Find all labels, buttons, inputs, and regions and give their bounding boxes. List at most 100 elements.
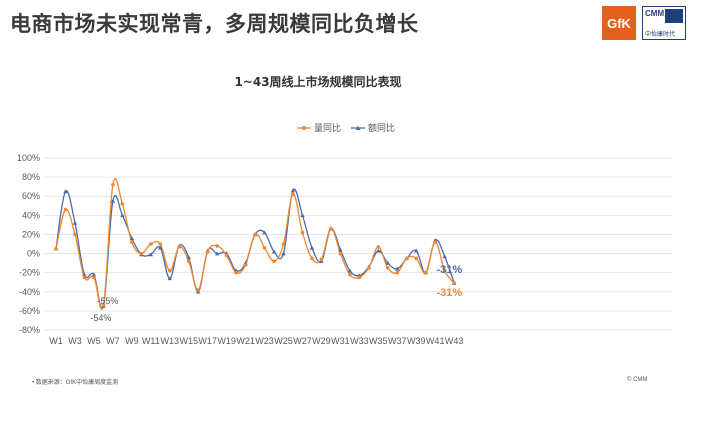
chart-title: 1~43周线上市场规模同比表现 (234, 74, 401, 89)
data-point-series-1 (243, 263, 248, 267)
data-point-series-1 (205, 249, 210, 254)
x-tick-label: W3 (68, 336, 82, 346)
y-tick-label: -60% (19, 306, 40, 316)
x-tick-label: W17 (198, 336, 217, 346)
data-point-series-1 (215, 244, 219, 248)
data-point-series-2 (129, 236, 135, 241)
data-point-series-1 (224, 253, 229, 258)
data-point-series-1 (54, 246, 58, 251)
data-point-series-2 (186, 255, 191, 260)
data-point-series-1 (329, 226, 333, 231)
data-point-series-2 (63, 189, 68, 194)
cmm-logo: CMM 中怡康时代 (642, 6, 686, 40)
data-point-series-2 (120, 213, 125, 218)
cmm-logo-cn: 中怡康时代 (645, 32, 676, 38)
chart-annotations: -55% -54% -31% -31% (90, 264, 462, 323)
legend-label: 量同比 (314, 122, 341, 133)
y-tick-label: 100% (17, 153, 40, 163)
data-point-series-1 (73, 232, 77, 237)
data-point-series-1 (281, 242, 286, 246)
x-tick-label: W25 (274, 336, 293, 346)
cmm-logo-mark (665, 9, 683, 23)
data-point-series-1 (92, 275, 96, 280)
data-point-series-1 (196, 288, 200, 292)
data-point-series-1 (120, 202, 125, 206)
x-tick-label: W31 (331, 336, 350, 346)
x-tick-label: W37 (388, 336, 407, 346)
data-point-series-2 (290, 188, 296, 193)
y-tick-label: -80% (19, 325, 40, 335)
data-point-series-2 (414, 248, 419, 253)
data-point-series-1 (348, 272, 352, 277)
data-point-series-1 (158, 242, 163, 246)
data-point-series-1 (404, 256, 409, 261)
x-tick-label: W21 (236, 336, 255, 346)
legend-marker (355, 125, 361, 130)
x-tick-label: W39 (407, 336, 426, 346)
data-point-series-2 (271, 249, 277, 254)
data-point-series-1 (167, 268, 172, 273)
data-point-series-2 (385, 260, 390, 265)
x-axis-tick-labels: W1 W3 W5 W7 W9 W11 W13 W15 W17 W19 W21 W23 W25 W27 W29… (49, 336, 463, 346)
data-point-series-1 (367, 266, 371, 270)
legend-marker (302, 126, 306, 130)
data-point-series-1 (452, 281, 456, 285)
data-point-series-2 (110, 198, 116, 203)
x-tick-label: W9 (125, 336, 139, 346)
data-point-series-2 (395, 266, 400, 271)
series-line-2 (55, 188, 455, 310)
chart-series-lines (55, 177, 455, 310)
data-point-series-1 (101, 303, 106, 307)
data-point-series-2 (347, 268, 353, 273)
data-label: -54% (90, 313, 111, 323)
x-tick-label: W11 (142, 336, 160, 346)
data-point-series-1 (386, 266, 390, 270)
data-label: -31% (436, 287, 462, 299)
y-tick-label: -40% (19, 287, 40, 297)
x-tick-label: W15 (179, 336, 198, 346)
data-point-series-2 (376, 248, 381, 253)
y-tick-label: 80% (22, 172, 40, 182)
data-point-series-2 (442, 254, 447, 259)
data-point-series-2 (300, 213, 305, 218)
data-point-series-2 (338, 247, 343, 252)
data-point-series-1 (139, 251, 144, 256)
data-point-series-1 (186, 259, 191, 264)
data-point-series-2 (148, 252, 153, 257)
legend-label: 额同比 (368, 122, 395, 133)
chart-series-markers (53, 182, 457, 308)
x-tick-label: W35 (369, 336, 388, 346)
data-point-series-1 (130, 240, 134, 244)
x-tick-label: W7 (106, 336, 120, 346)
data-point-series-1 (319, 257, 324, 262)
data-point-series-1 (149, 242, 153, 246)
data-point-series-1 (272, 259, 276, 264)
data-point-series-1 (357, 275, 362, 280)
source-note: • 数据来源：GfK中怡康周度监测 (32, 380, 119, 386)
y-tick-label: 40% (22, 210, 40, 220)
data-point-series-1 (262, 246, 267, 250)
x-tick-label: W43 (445, 336, 464, 346)
data-point-series-2 (167, 276, 172, 281)
data-point-series-1 (300, 230, 305, 235)
data-point-series-2 (262, 230, 267, 235)
gfk-logo: GfK (602, 6, 636, 40)
data-point-series-2 (281, 251, 286, 256)
data-point-series-1 (177, 245, 182, 249)
data-point-series-1 (414, 256, 419, 261)
y-axis-tick-labels: -80% -60% -40% -20% 0% 20% 40% 60% 80% 100% (17, 153, 40, 335)
copyright-note: © CMM (627, 377, 648, 383)
x-tick-label: W29 (312, 336, 331, 346)
y-tick-label: 0% (27, 249, 40, 259)
cmm-logo-text: CMM (645, 9, 665, 18)
series-line-1 (55, 177, 455, 310)
data-point-series-1 (291, 192, 295, 197)
data-point-series-1 (433, 240, 438, 244)
x-tick-label: W19 (217, 336, 236, 346)
data-point-series-1 (338, 251, 343, 256)
data-point-series-1 (395, 270, 400, 275)
data-point-series-1 (82, 275, 87, 280)
x-tick-label: W33 (350, 336, 369, 346)
page-headline: 电商市场未实现常青，多周规模同比负增长 (10, 12, 419, 36)
